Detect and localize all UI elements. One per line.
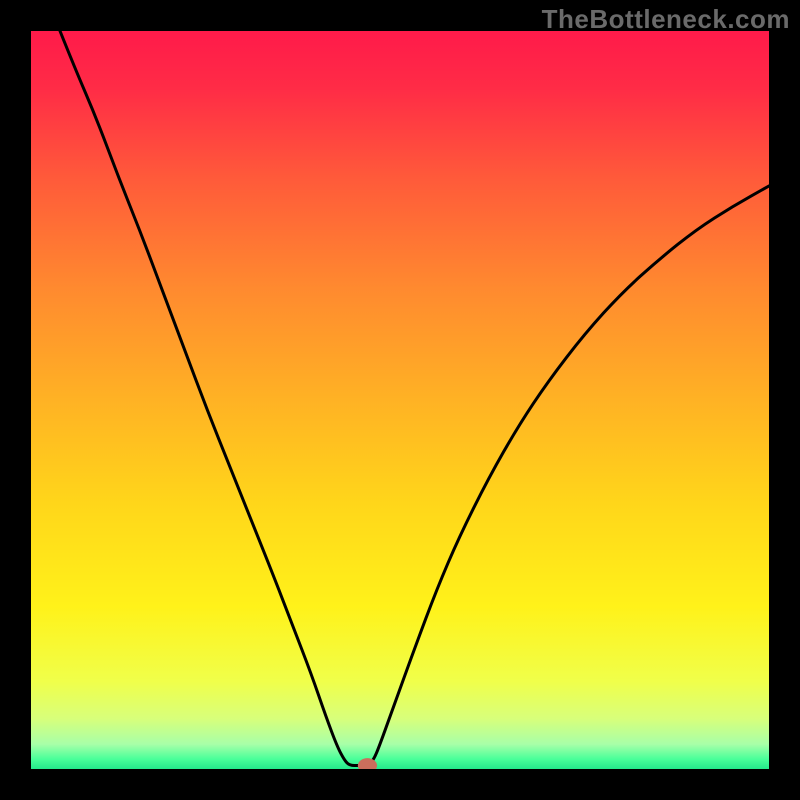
stage: TheBottleneck.com <box>0 0 800 800</box>
plot-background-gradient <box>30 30 770 770</box>
bottleneck-chart <box>0 0 800 800</box>
watermark-text: TheBottleneck.com <box>542 4 790 35</box>
